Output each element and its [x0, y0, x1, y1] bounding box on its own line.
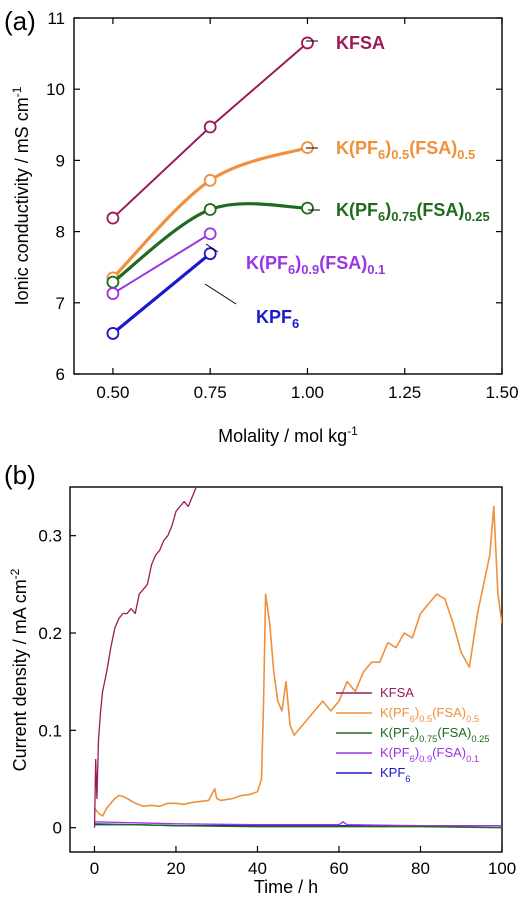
panel-a-series [106, 36, 314, 340]
b-y-tick-label: 0.3 [38, 527, 62, 546]
a-data-point [203, 173, 217, 187]
b-x-tick-label: 0 [90, 859, 99, 878]
b-x-tick-label: 100 [488, 859, 516, 878]
a-annotation-label: K(PF6)0.9(FSA)0.1 [246, 253, 385, 277]
panel-b-series [93, 487, 502, 829]
b-legend-label: KFSA [380, 685, 414, 700]
a-x-tick-label: 0.50 [96, 383, 129, 402]
a-data-point [203, 120, 217, 134]
a-data-point [301, 36, 314, 50]
panel-b-y-axis-label: Current density / mA cm-2 [8, 568, 30, 771]
b-x-tick-label: 40 [248, 859, 267, 878]
b-x-tick-label: 20 [167, 859, 186, 878]
a-y-tick-label: 7 [56, 294, 65, 313]
a-annotation-label: KFSA [336, 33, 385, 53]
a-series-line-3 [112, 232, 211, 295]
panel-a-axes: 0.50 0.75 1.00 1.25 1.50 6 7 8 9 10 11 [46, 9, 518, 402]
panel-b-axes: 0 20 40 60 80 100 0 0.1 0.2 0.3 [38, 527, 516, 878]
a-data-point [106, 287, 120, 300]
a-annotation-leader [204, 283, 237, 305]
a-data-point [106, 211, 120, 225]
a-y-tick-label: 8 [56, 223, 65, 242]
a-y-tick-label: 11 [47, 9, 65, 28]
a-data-point [203, 227, 217, 241]
a-data-point [301, 201, 314, 215]
a-x-tick-label: 1.00 [291, 383, 324, 402]
b-series-line-1 [93, 505, 502, 817]
a-annotation-label: K(PF6)0.75(FSA)0.25 [336, 200, 490, 224]
a-data-point [106, 327, 120, 340]
a-series-line-4 [111, 252, 212, 335]
b-legend-label: K(PF6)0.9(FSA)0.1 [380, 745, 479, 764]
a-x-tick-label: 1.50 [485, 383, 518, 402]
b-legend-label: K(PF6)0.5(FSA)0.5 [380, 705, 479, 724]
b-x-tick-label: 60 [330, 859, 349, 878]
panel-b-x-axis-label: Time / h [254, 877, 318, 897]
panel-a-y-axis-label: Ionic conductivity / mS cm-1 [10, 86, 32, 305]
a-annotation-leader [205, 243, 219, 253]
panel-b-label: (b) [4, 460, 36, 490]
a-y-tick-label: 6 [56, 365, 65, 384]
a-annotation-label: K(PF6)0.5(FSA)0.5 [336, 138, 475, 162]
panel-a-x-axis-label: Molality / mol kg-1 [218, 424, 358, 446]
panel-b-current-density-chart: (b) 0 20 40 60 80 100 0 0.1 0.2 0.3 KFSA K(PF6)0.5… [4, 460, 516, 897]
a-annotation-label: KPF6 [256, 307, 299, 331]
b-y-tick-label: 0 [53, 819, 62, 838]
a-x-tick-label: 1.25 [388, 383, 421, 402]
a-data-point [203, 247, 217, 261]
a-data-point [106, 275, 120, 289]
b-series-line-2 [94, 823, 502, 829]
b-legend-label: K(PF6)0.75(FSA)0.25 [380, 725, 490, 744]
b-y-tick-label: 0.1 [38, 721, 62, 740]
panel-a-conductivity-chart: (a) 0.50 0.75 1.00 1.25 1.50 6 7 8 9 10 11 KFSA K(P… [4, 6, 519, 446]
panel-a-label: (a) [4, 6, 36, 36]
panel-a-plot-frame [73, 17, 503, 375]
b-x-tick-label: 80 [411, 859, 430, 878]
a-x-tick-label: 0.75 [194, 383, 227, 402]
panel-b-legend: KFSA K(PF6)0.5(FSA)0.5K(PF6)0.75(FSA)0.25… [336, 685, 490, 784]
a-y-tick-label: 10 [46, 80, 65, 99]
b-legend-label: KPF6 [380, 765, 411, 784]
panel-b-plot-frame [69, 486, 503, 853]
a-data-point [203, 203, 217, 216]
b-series-line-0 [93, 487, 198, 828]
panel-a-annotations: KFSA K(PF6)0.5(FSA)0.5 K(PF6)0.75(FSA)0.25… [204, 33, 490, 331]
a-y-tick-label: 9 [56, 151, 65, 170]
b-series-line-3 [94, 821, 502, 827]
b-y-tick-label: 0.2 [38, 624, 62, 643]
